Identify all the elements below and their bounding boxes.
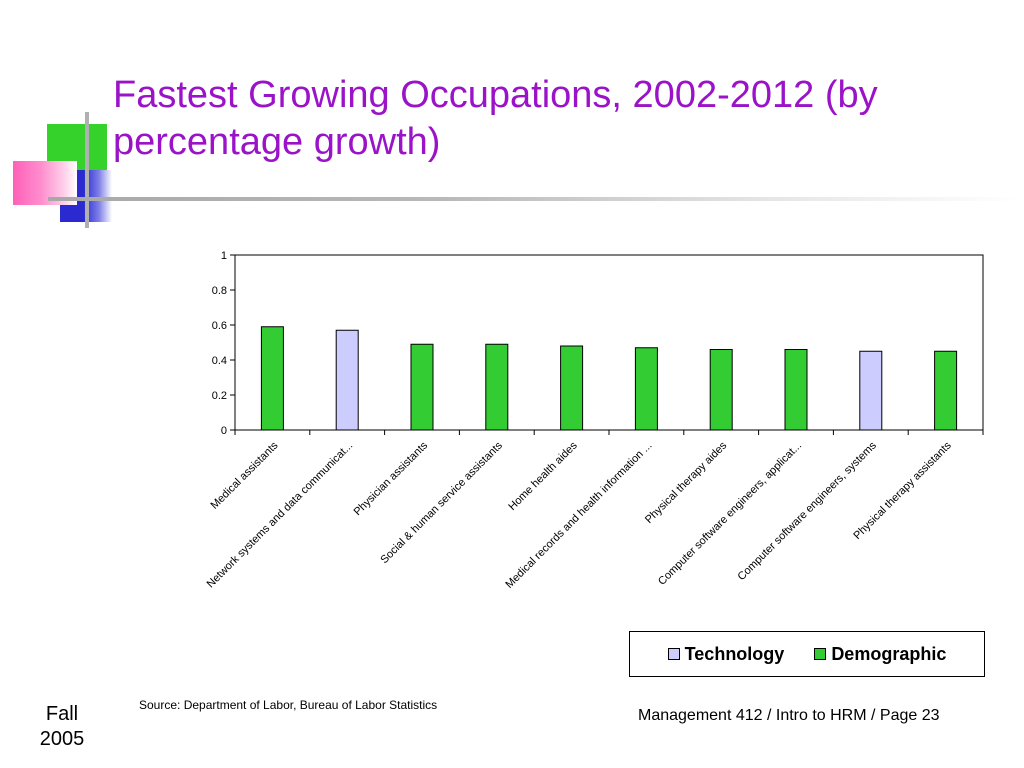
bar-demographic-5 [634, 347, 658, 431]
bar-demographic-3 [485, 343, 509, 431]
bar-technology-1 [335, 329, 359, 431]
y-tick-label-2: 0.4 [212, 355, 227, 367]
y-tick-label-5: 1 [221, 250, 227, 262]
bar-demographic-2 [410, 343, 434, 431]
source-note: Source: Department of Labor, Bureau of L… [139, 698, 438, 712]
x-category-label-1: Network systems and data communicat... [205, 440, 356, 591]
x-category-label-6: Physical therapy aides [643, 439, 730, 526]
decorative-vertical-line [85, 112, 89, 228]
legend-label-demographic: Demographic [831, 643, 947, 664]
legend-item-technology: Technology [667, 643, 785, 665]
footer-course-page: Management 412 / Intro to HRM / Page 23 [638, 707, 940, 724]
y-tick-label-4: 0.8 [212, 285, 227, 297]
y-tick-label-0: 0 [221, 425, 227, 437]
y-tick-label-1: 0.2 [212, 390, 227, 402]
legend-label-technology: Technology [684, 643, 785, 664]
slide-title: Fastest Growing Occupations, 2002-2012 (… [113, 74, 878, 163]
y-tick-label-3: 0.6 [212, 320, 227, 332]
footer-date: Fall 2005 [30, 702, 94, 752]
footer-season: Fall [45, 703, 79, 725]
bar-demographic-6 [709, 349, 733, 431]
x-category-label-3: Social & human service assistants [378, 439, 505, 566]
legend-swatch-demographic [814, 648, 827, 660]
x-category-label-0: Medical assistants [208, 439, 280, 511]
bar-demographic-9 [934, 350, 958, 431]
bar-demographic-0 [260, 326, 284, 431]
chart-legend: Technology Demographic [629, 631, 985, 677]
x-category-label-4: Home health aides [506, 439, 580, 513]
x-category-label-5: Medical records and health information .… [503, 440, 654, 591]
bar-technology-8 [859, 350, 883, 431]
legend-item-demographic: Demographic [814, 644, 946, 665]
footer-year: 2005 [39, 728, 85, 750]
x-category-label-2: Physician assistants [352, 439, 431, 518]
bar-demographic-7 [784, 349, 808, 431]
bar-demographic-4 [560, 345, 584, 431]
x-category-label-8: Computer software engineers, systems [736, 439, 880, 583]
title-underline [48, 197, 1020, 201]
legend-swatch-technology [667, 648, 680, 660]
x-category-label-7: Computer software engineers, applicat... [656, 440, 804, 588]
